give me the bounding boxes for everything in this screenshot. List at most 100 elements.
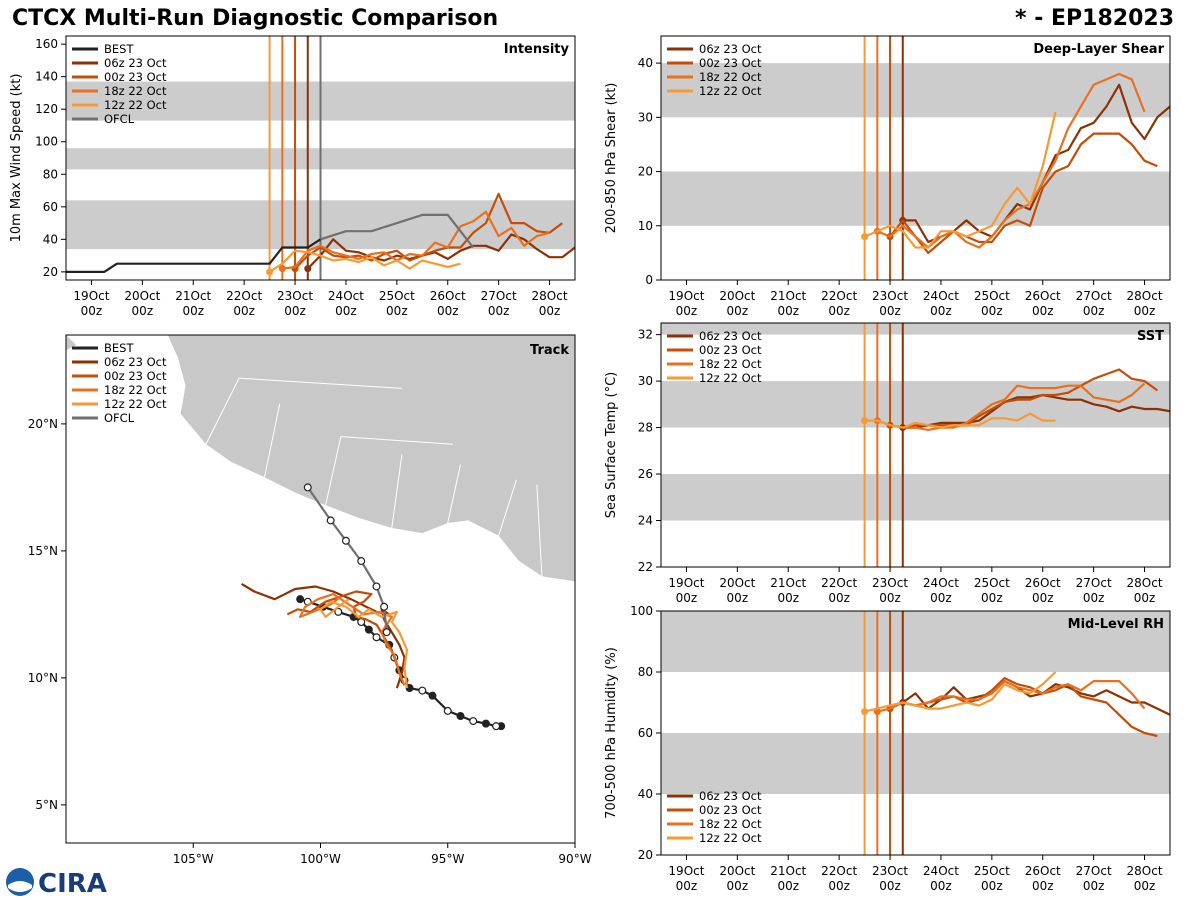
track-ytick-label: 10°N — [28, 671, 58, 685]
sst-plot-area — [661, 323, 1170, 567]
track-xtick-label: 95°W — [431, 852, 464, 866]
shear-legend-label: 06z 23 Oct — [699, 42, 762, 56]
track-legend-label: 12z 22 Oct — [104, 397, 167, 411]
intensity-ytick-label: 80 — [43, 167, 58, 181]
sst-xtick-hour: 00z — [1134, 591, 1156, 605]
intensity-series-line — [269, 249, 461, 273]
track-xtick-label: 100°W — [300, 852, 341, 866]
track-ytick-label: 15°N — [28, 544, 58, 558]
track-position-marker — [357, 557, 366, 566]
sst-xtick-hour: 00z — [879, 591, 901, 605]
shear-series-line — [889, 132, 1158, 254]
track-panel: 105°W 100°W 95°W 90°W 5°N 10°N 15°N 20°N Track BE… — [28, 334, 592, 866]
shear-xtick-date: 22Oct — [821, 289, 857, 303]
rh-plot-area — [661, 611, 1170, 855]
track-position-marker — [418, 686, 427, 695]
track-position-marker — [303, 483, 312, 492]
rh-legend-label: 00z 23 Oct — [699, 803, 762, 817]
sst-xtick-hour: 00z — [777, 591, 799, 605]
rh-band — [661, 611, 1170, 672]
sst-series-line — [876, 382, 1146, 431]
sst-panel: 22242628303219Oct00z20Oct00z21Oct00z22Oc… — [604, 322, 1171, 605]
intensity-legend-label: BEST — [104, 42, 134, 56]
track-border-line — [340, 436, 453, 445]
intensity-init-point — [304, 265, 312, 273]
track-position-marker — [380, 602, 389, 611]
noaa-wave-icon — [8, 881, 32, 892]
intensity-ylabel: 10m Max Wind Speed (kt) — [9, 74, 24, 243]
shear-plot-area — [661, 36, 1170, 280]
sst-xtick-date: 24Oct — [923, 576, 959, 590]
rh-legend-label: 06z 23 Oct — [699, 789, 762, 803]
rh-xtick-date: 23Oct — [872, 864, 908, 878]
intensity-xtick-hour: 00z — [284, 304, 306, 318]
shear-series-line — [864, 111, 1057, 249]
intensity-ytick-label: 100 — [35, 135, 58, 149]
shear-xtick-hour: 00z — [676, 304, 698, 318]
rh-ylabel: 700-500 hPa Humidity (%) — [604, 647, 619, 819]
sst-xtick-date: 23Oct — [872, 576, 908, 590]
cira-logo: CIRA — [6, 868, 107, 898]
shear-xtick-date: 24Oct — [923, 289, 959, 303]
track-border-line — [391, 454, 403, 529]
track-border-line — [536, 484, 543, 577]
intensity-panel: 2040608010012014016019Oct00z20Oct00z21Oc… — [9, 35, 576, 318]
rh-ytick-label: 100 — [630, 604, 653, 618]
rh-legend-label: 18z 22 Oct — [699, 817, 762, 831]
sst-xtick-hour: 00z — [727, 591, 749, 605]
track-ytick-label: 5°N — [35, 798, 58, 812]
track-position-marker — [334, 607, 343, 616]
rh-xtick-date: 24Oct — [923, 864, 959, 878]
sst-ytick-label: 28 — [638, 421, 653, 435]
intensity-title: Intensity — [504, 42, 570, 57]
shear-panel: 01020304019Oct00z20Oct00z21Oct00z22Oct00… — [604, 35, 1171, 318]
sst-xtick-date: 22Oct — [821, 576, 857, 590]
shear-xtick-date: 28Oct — [1127, 289, 1163, 303]
sst-series-line — [889, 368, 1158, 429]
track-border-line — [325, 436, 342, 506]
rh-xtick-date: 22Oct — [821, 864, 857, 878]
rh-ytick-label: 40 — [638, 787, 653, 801]
intensity-series-line — [294, 192, 563, 270]
rh-legend-label: 12z 22 Oct — [699, 831, 762, 845]
sst-legend-label: 06z 23 Oct — [699, 329, 762, 343]
intensity-xtick-hour: 00z — [81, 304, 103, 318]
rh-title: Mid-Level RH — [1068, 617, 1164, 632]
shear-ytick-label: 40 — [638, 56, 653, 70]
intensity-xtick-date: 23Oct — [277, 289, 313, 303]
rh-xtick-date: 28Oct — [1127, 864, 1163, 878]
rh-series-line — [864, 671, 1057, 713]
intensity-xtick-hour: 00z — [539, 304, 561, 318]
track-land-baja — [66, 335, 77, 351]
sst-ytick-label: 32 — [638, 328, 653, 342]
sst-xtick-hour: 00z — [981, 591, 1003, 605]
track-position-marker — [372, 582, 381, 591]
rh-init-point — [861, 708, 869, 716]
intensity-xtick-hour: 00z — [437, 304, 459, 318]
intensity-series-line — [282, 210, 550, 270]
sst-xtick-hour: 00z — [930, 591, 952, 605]
intensity-xtick-date: 21Oct — [175, 289, 211, 303]
intensity-xtick-date: 25Oct — [379, 289, 415, 303]
sst-init-point — [861, 417, 869, 425]
track-line — [286, 590, 403, 681]
sst-band — [661, 323, 1170, 335]
track-legend-label: 06z 23 Oct — [104, 355, 167, 369]
shear-legend-label: 12z 22 Oct — [699, 84, 762, 98]
intensity-legend-label: 12z 22 Oct — [104, 98, 167, 112]
shear-title: Deep-Layer Shear — [1033, 42, 1164, 57]
track-position-marker — [443, 706, 452, 715]
track-legend-label: 18z 22 Oct — [104, 383, 167, 397]
rh-series-line — [877, 679, 1146, 713]
track-line — [299, 592, 406, 686]
intensity-xtick-date: 19Oct — [73, 289, 109, 303]
track-position-marker — [364, 625, 373, 634]
sst-xtick-date: 25Oct — [974, 576, 1010, 590]
shear-series-line — [876, 72, 1146, 249]
track-title: Track — [530, 343, 569, 358]
rh-xtick-date: 20Oct — [719, 864, 755, 878]
rh-series-line — [889, 676, 1158, 738]
sst-xtick-date: 20Oct — [719, 576, 755, 590]
sst-legend-label: 12z 22 Oct — [699, 371, 762, 385]
